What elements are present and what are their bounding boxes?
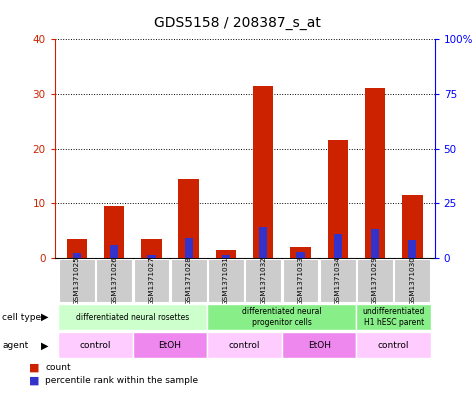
Text: ▶: ▶ <box>41 312 49 322</box>
Text: ■: ■ <box>28 376 39 386</box>
Text: GSM1371032: GSM1371032 <box>260 256 266 305</box>
Text: GSM1371028: GSM1371028 <box>186 256 192 305</box>
Bar <box>141 239 162 258</box>
Text: ■: ■ <box>28 363 39 373</box>
Text: count: count <box>45 364 71 372</box>
Text: GSM1371031: GSM1371031 <box>223 256 229 305</box>
FancyBboxPatch shape <box>96 259 132 302</box>
Text: GSM1371030: GSM1371030 <box>409 256 415 305</box>
Text: ▶: ▶ <box>41 340 49 351</box>
FancyBboxPatch shape <box>58 304 208 330</box>
Text: GSM1371033: GSM1371033 <box>297 256 304 305</box>
Bar <box>253 86 274 258</box>
FancyBboxPatch shape <box>283 259 318 302</box>
Text: differentiated neural
progenitor cells: differentiated neural progenitor cells <box>242 307 322 327</box>
Bar <box>259 227 267 258</box>
FancyBboxPatch shape <box>58 332 133 358</box>
Bar <box>147 255 156 258</box>
Text: GDS5158 / 208387_s_at: GDS5158 / 208387_s_at <box>154 16 321 30</box>
Text: EtOH: EtOH <box>159 341 181 350</box>
Text: control: control <box>229 341 260 350</box>
Text: GSM1371026: GSM1371026 <box>111 256 117 305</box>
Text: percentile rank within the sample: percentile rank within the sample <box>45 376 198 385</box>
Text: undifferentiated
H1 hESC parent: undifferentiated H1 hESC parent <box>362 307 425 327</box>
Bar <box>365 88 385 258</box>
Bar <box>216 250 236 258</box>
FancyBboxPatch shape <box>208 332 282 358</box>
Bar <box>328 140 348 258</box>
Text: GSM1371029: GSM1371029 <box>372 256 378 305</box>
Text: GSM1371034: GSM1371034 <box>335 256 341 305</box>
FancyBboxPatch shape <box>357 259 393 302</box>
Bar <box>110 245 118 258</box>
Bar <box>408 241 417 258</box>
Text: agent: agent <box>2 341 28 350</box>
Bar <box>290 247 311 258</box>
Text: GSM1371027: GSM1371027 <box>149 256 154 305</box>
FancyBboxPatch shape <box>246 259 281 302</box>
Text: EtOH: EtOH <box>308 341 331 350</box>
Text: control: control <box>80 341 111 350</box>
Text: GSM1371025: GSM1371025 <box>74 256 80 305</box>
FancyBboxPatch shape <box>208 304 356 330</box>
Bar <box>296 252 304 258</box>
FancyBboxPatch shape <box>282 332 356 358</box>
Bar <box>222 255 230 258</box>
FancyBboxPatch shape <box>171 259 207 302</box>
FancyBboxPatch shape <box>394 259 430 302</box>
Text: control: control <box>378 341 409 350</box>
Bar <box>185 238 193 258</box>
Bar <box>371 230 379 258</box>
FancyBboxPatch shape <box>356 332 431 358</box>
Bar <box>179 178 199 258</box>
Bar <box>104 206 124 258</box>
Bar <box>73 253 81 258</box>
Text: differentiated neural rosettes: differentiated neural rosettes <box>76 313 190 321</box>
Bar <box>66 239 87 258</box>
FancyBboxPatch shape <box>356 304 431 330</box>
FancyBboxPatch shape <box>208 259 244 302</box>
FancyBboxPatch shape <box>320 259 356 302</box>
FancyBboxPatch shape <box>133 259 170 302</box>
FancyBboxPatch shape <box>59 259 95 302</box>
Bar <box>333 234 342 258</box>
Text: cell type: cell type <box>2 313 41 321</box>
Bar <box>402 195 423 258</box>
FancyBboxPatch shape <box>133 332 208 358</box>
